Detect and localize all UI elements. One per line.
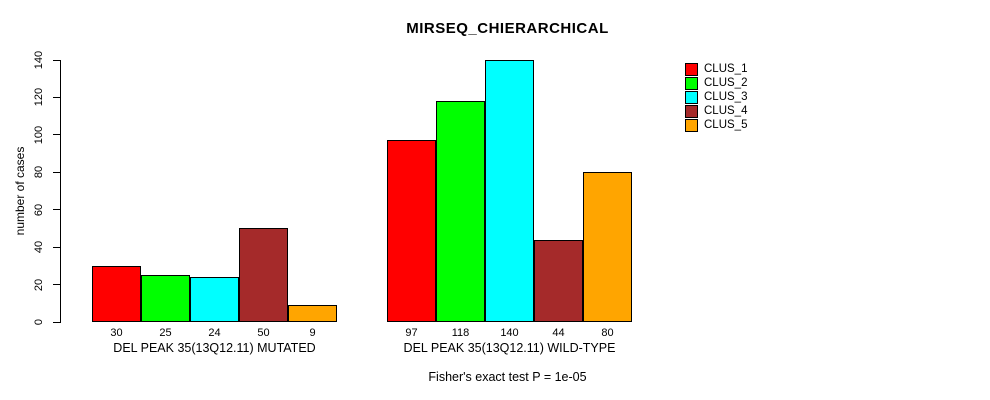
bar-clus_2-group2 (436, 101, 485, 322)
y-tick-label: 40 (33, 241, 45, 254)
bar-clus_2-group1 (141, 275, 190, 322)
bar-clus_5-group1 (288, 305, 337, 322)
bar-clus_4-group1 (239, 228, 288, 322)
y-tick-mark (53, 59, 60, 61)
legend-swatch-clus_4 (685, 105, 698, 118)
y-tick-mark (53, 209, 60, 211)
bar-value-label: 9 (309, 327, 316, 339)
legend-label-clus_5: CLUS_5 (704, 119, 748, 131)
legend-swatch-clus_5 (685, 119, 698, 132)
bar-clus_3-group2 (485, 60, 534, 322)
y-tick-mark (53, 321, 60, 323)
chart-title: MIRSEQ_CHIERARCHICAL (406, 20, 609, 37)
bar-value-label: 30 (110, 327, 123, 339)
legend-swatch-clus_1 (685, 63, 698, 76)
bar-value-label: 25 (159, 327, 172, 339)
legend-label-clus_2: CLUS_2 (704, 77, 748, 89)
y-axis-line (60, 60, 61, 323)
y-tick-label: 120 (33, 88, 45, 107)
bar-value-label: 97 (405, 327, 418, 339)
bar-clus_4-group2 (534, 239, 583, 322)
y-tick-label: 20 (33, 278, 45, 291)
bar-value-label: 44 (552, 327, 565, 339)
y-tick-mark (53, 96, 60, 98)
y-tick-mark (53, 134, 60, 136)
y-tick-label: 100 (33, 125, 45, 145)
y-tick-label: 80 (33, 166, 45, 179)
bar-clus_3-group1 (190, 277, 239, 322)
x-group-label-mutated: DEL PEAK 35(13Q12.11) MUTATED (113, 341, 316, 355)
y-tick-mark (53, 246, 60, 248)
bar-clus_1-group2 (387, 140, 436, 322)
y-axis-label: number of cases (13, 146, 27, 236)
y-tick-mark (53, 284, 60, 286)
bar-value-label: 140 (500, 327, 519, 339)
footnote-fisher-test: Fisher's exact test P = 1e-05 (428, 370, 587, 384)
legend-swatch-clus_3 (685, 91, 698, 104)
y-tick-label: 0 (33, 318, 45, 326)
y-tick-label: 60 (33, 203, 45, 216)
bar-value-label: 24 (208, 327, 221, 339)
x-group-label-wildtype: DEL PEAK 35(13Q12.11) WILD-TYPE (403, 341, 616, 355)
legend-label-clus_4: CLUS_4 (704, 105, 748, 117)
y-tick-label: 140 (33, 50, 45, 70)
legend-label-clus_1: CLUS_1 (704, 63, 748, 75)
legend-swatch-clus_2 (685, 77, 698, 90)
y-tick-mark (53, 171, 60, 173)
bar-value-label: 118 (451, 327, 470, 339)
bar-clus_5-group2 (583, 172, 632, 322)
bar-clus_1-group1 (92, 265, 141, 322)
bar-value-label: 80 (601, 327, 614, 339)
legend-label-clus_3: CLUS_3 (704, 91, 748, 103)
bar-value-label: 50 (257, 327, 270, 339)
